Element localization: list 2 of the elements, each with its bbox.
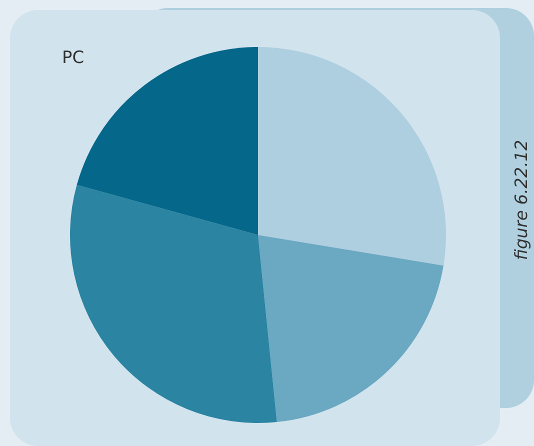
- chart-title: PC: [62, 48, 84, 68]
- caption: figure 6.22.12: [512, 140, 532, 260]
